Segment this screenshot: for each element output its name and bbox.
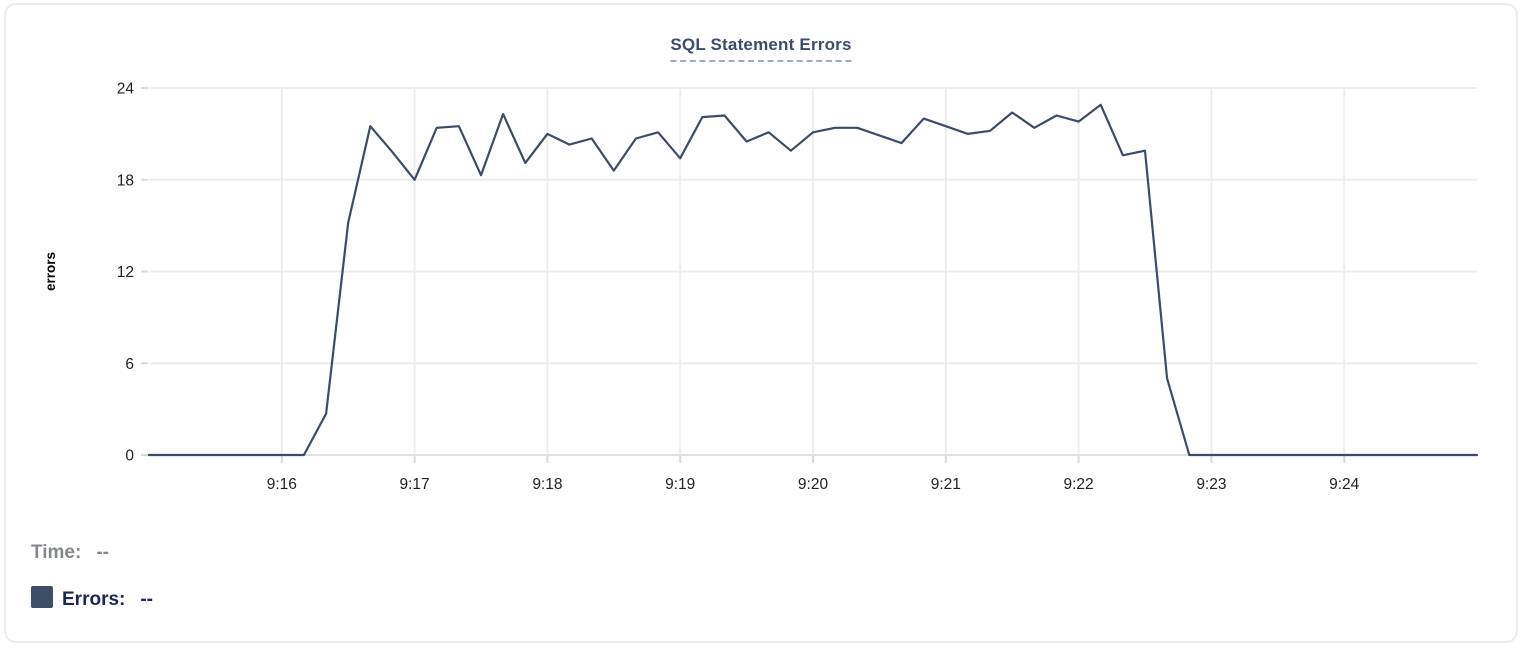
x-tick-label: 9:20 [798,476,829,493]
chart-card: SQL Statement Errors 0 6 12 18 24 9:16 9:17 9:1… [4,3,1518,643]
legend-errors-row: Errors: -- [31,586,153,611]
y-tick-label: 6 [125,356,134,373]
x-tick-label: 9:19 [665,476,695,493]
x-tick-label: 9:23 [1196,476,1226,493]
legend-errors-label: Errors: [62,589,126,610]
x-tick-label: 9:21 [931,476,961,493]
y-tick-label: 24 [117,81,135,98]
legend-errors-value: -- [140,589,154,610]
errors-line-series [147,103,1479,457]
y-axis-label: errors [43,252,58,291]
legend-time-value: -- [96,542,109,563]
x-tick-label: 9:17 [400,476,430,493]
y-tick-label: 0 [125,448,134,465]
errors-series-swatch [31,586,53,608]
x-tick-label: 9:16 [267,476,297,493]
legend-time-label: Time: [31,542,82,563]
legend-time-row: Time: -- [31,542,109,564]
y-tick-label: 12 [117,264,134,281]
chart-title[interactable]: SQL Statement Errors [670,35,852,62]
x-tick-label: 9:18 [532,476,562,493]
y-tick-label: 18 [117,172,134,189]
sql-statement-errors-line-chart: 0 6 12 18 24 9:16 9:17 9:18 9:19 9:20 9:21 9:22 9:23… [43,81,1479,493]
x-tick-label: 9:24 [1329,476,1360,493]
x-tick-label: 9:22 [1064,476,1094,493]
